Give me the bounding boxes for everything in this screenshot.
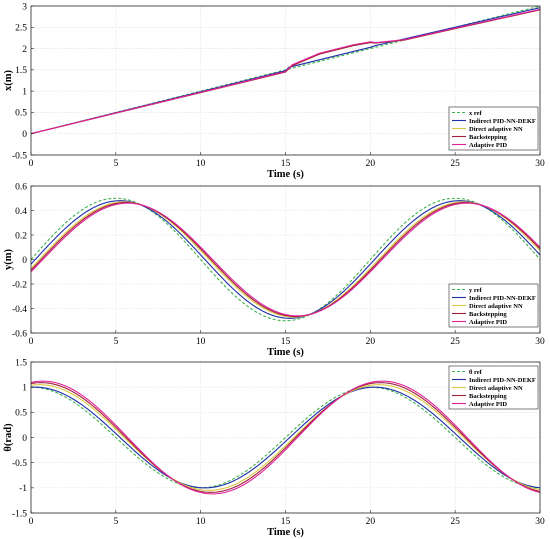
chart-panel-2: 0 5 10 15 20 25 30 -0.6 -0.4 -0.2 0 0.2 0.4 0.6 Time (… xyxy=(3,182,545,358)
x-tick-label: 15 xyxy=(281,337,291,347)
x-tick-label: 25 xyxy=(450,517,460,527)
y-tick-label: 0 xyxy=(22,256,27,266)
series-line-1 xyxy=(30,386,541,489)
legend-entry: Backstepping xyxy=(469,393,507,400)
y-tick-label: 0.6 xyxy=(15,182,27,192)
x-tick-label: 5 xyxy=(113,517,118,527)
legend-entry: Indirect PID-NN-DEKF xyxy=(469,295,536,302)
legend-entry: Backstepping xyxy=(469,134,507,141)
legend-entry: y ref xyxy=(469,287,483,294)
x-tick-label: 15 xyxy=(281,159,291,169)
x-tick-label: 5 xyxy=(113,337,118,347)
series-line-3 xyxy=(30,384,541,491)
series-line-1 xyxy=(30,197,541,322)
y-tick-label: 0.4 xyxy=(15,207,27,217)
x-tick-label: 10 xyxy=(196,337,206,347)
x-tick-label: 0 xyxy=(29,517,34,527)
legend-entry: x ref xyxy=(469,110,483,117)
x-tick-label: 25 xyxy=(450,337,460,347)
legend-entry: Indirect PID-NN-DEKF xyxy=(469,377,536,384)
legend-entry: Indirect PID-NN-DEKF xyxy=(469,118,536,125)
series-line-3 xyxy=(30,201,541,318)
y-tick-label: 0 xyxy=(22,130,27,140)
series-line-5 xyxy=(30,202,541,317)
series-line-4 xyxy=(30,382,541,493)
x-tick-label: 30 xyxy=(535,159,545,169)
y-tick-label: 0.2 xyxy=(15,231,27,241)
legend-entry: θ ref xyxy=(469,369,483,376)
x-tick-label: 10 xyxy=(196,159,206,169)
y-tick-label: 1.5 xyxy=(15,66,27,76)
y-tick-label: 2 xyxy=(22,45,27,55)
y-tick-label: 2.5 xyxy=(15,24,27,34)
y-tick-label: 3 xyxy=(22,2,27,12)
y-tick-label: 1.5 xyxy=(15,358,27,368)
x-tick-label: 30 xyxy=(535,517,545,527)
legend-entry: Adaptive PID xyxy=(469,401,507,408)
x-tick-label: 30 xyxy=(535,337,545,347)
x-tick-label: 0 xyxy=(29,337,34,347)
y-tick-label: 0 xyxy=(22,434,27,444)
y-tick-label: 1 xyxy=(22,87,27,97)
y-tick-label: -0.2 xyxy=(12,280,27,290)
x-tick-label: 10 xyxy=(196,517,206,527)
series-line-2 xyxy=(30,386,541,489)
chart-panel-3: 0 5 10 15 20 25 30 -1.5 -1 -0.5 0 0.5 1 1.5 Time (s) θ(… xyxy=(3,358,545,538)
y-tick-label: -1 xyxy=(19,484,27,494)
x-tick-label: 20 xyxy=(366,517,376,527)
y-tick-label: 0.5 xyxy=(15,409,27,419)
series-line-2 xyxy=(30,200,541,319)
y-tick-label: -0.6 xyxy=(12,329,27,339)
legend-entry: Backstepping xyxy=(469,311,507,318)
y-axis-label: y(m) xyxy=(3,249,14,270)
y-tick-label: -1.5 xyxy=(12,509,27,519)
x-tick-label: 20 xyxy=(366,159,376,169)
y-axis-label: θ(rad) xyxy=(3,423,14,452)
legend-entry: Direct adaptive NN xyxy=(469,303,523,310)
x-tick-label: 25 xyxy=(450,159,460,169)
series-line-5 xyxy=(30,8,541,135)
legend-entry: Direct adaptive NN xyxy=(469,385,523,392)
x-tick-label: 20 xyxy=(366,337,376,347)
legend-entry: Adaptive PID xyxy=(469,142,507,149)
x-tick-label: 0 xyxy=(29,159,34,169)
y-tick-label: -0.5 xyxy=(12,151,27,161)
series-line-4 xyxy=(30,201,541,318)
x-axis-label: Time (s) xyxy=(267,169,304,180)
legend-entry: Adaptive PID xyxy=(469,319,507,326)
x-tick-label: 5 xyxy=(113,159,118,169)
y-tick-label: 1 xyxy=(22,383,27,393)
series-line-5 xyxy=(30,380,541,495)
x-tick-label: 15 xyxy=(281,517,291,527)
x-axis-label: Time (s) xyxy=(267,347,304,358)
y-tick-label: -0.5 xyxy=(12,459,27,469)
y-tick-label: -0.4 xyxy=(12,305,27,315)
x-axis-label: Time (s) xyxy=(267,527,304,538)
y-axis-label: x(m) xyxy=(3,70,14,91)
y-tick-label: 0.5 xyxy=(15,109,27,119)
legend-entry: Direct adaptive NN xyxy=(469,126,523,133)
